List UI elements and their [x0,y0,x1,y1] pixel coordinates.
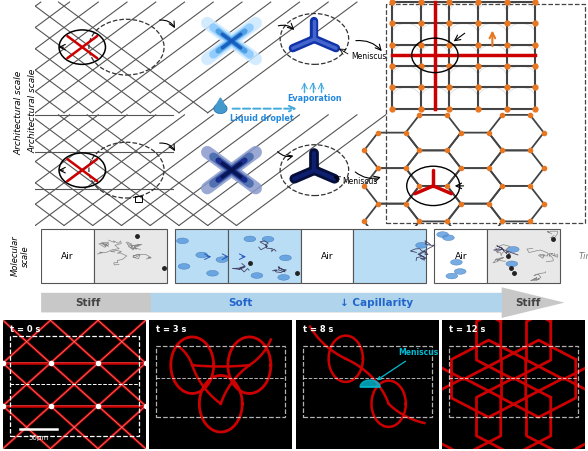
Text: Liquid droplet: Liquid droplet [230,114,293,123]
Bar [435,229,487,283]
Ellipse shape [443,235,455,240]
Bar [300,229,353,283]
Text: Meniscus: Meniscus [352,52,387,61]
Ellipse shape [455,269,466,274]
Bar [135,196,142,202]
Text: Soft: Soft [228,298,252,308]
Text: Molecular
scale: Molecular scale [11,235,30,276]
Bar [228,229,300,283]
Text: t = 8 s: t = 8 s [303,325,333,334]
Text: Evaporation: Evaporation [287,94,342,103]
Ellipse shape [450,259,462,265]
Ellipse shape [176,238,188,244]
Text: Air: Air [61,252,74,261]
Ellipse shape [216,257,228,262]
Bar [487,229,560,283]
Ellipse shape [178,263,190,269]
Text: Architectural scale: Architectural scale [15,71,24,155]
Ellipse shape [251,273,263,278]
Text: Architectural scale: Architectural scale [28,69,37,153]
Bar [386,4,585,223]
Bar [175,229,228,283]
Ellipse shape [506,261,518,267]
Text: Meniscus: Meniscus [342,177,377,186]
Text: 50μm: 50μm [29,436,49,442]
Text: ↓ Capillarity: ↓ Capillarity [339,298,413,308]
Polygon shape [360,380,380,387]
Ellipse shape [416,243,427,248]
Polygon shape [41,287,564,318]
Ellipse shape [244,236,256,242]
Text: Air: Air [321,252,333,261]
Polygon shape [216,98,225,106]
Bar [41,229,94,283]
Ellipse shape [279,255,292,261]
Polygon shape [151,293,502,313]
Text: Stiff: Stiff [515,298,540,308]
Bar [353,229,426,283]
Text: t = 0 s: t = 0 s [10,325,41,334]
Ellipse shape [446,273,457,279]
Ellipse shape [507,247,519,252]
Bar [449,346,578,417]
Ellipse shape [196,252,208,258]
Text: Meniscus: Meniscus [378,348,439,380]
Ellipse shape [437,232,449,237]
Text: t = 3 s: t = 3 s [156,325,187,334]
Bar [156,346,285,417]
Polygon shape [214,104,227,114]
Text: Stiff: Stiff [76,298,101,308]
Bar [94,229,167,283]
Text: Air: Air [455,252,467,261]
Bar [10,336,139,436]
Ellipse shape [262,236,274,242]
Text: t = 12 s: t = 12 s [449,325,486,334]
Bar [303,346,432,417]
Ellipse shape [206,271,218,276]
Ellipse shape [278,275,289,280]
Text: Time: Time [579,252,588,261]
